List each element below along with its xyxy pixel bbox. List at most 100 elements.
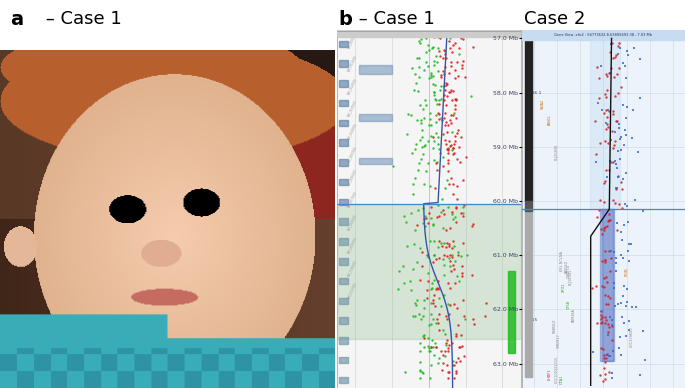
Bar xyxy=(602,209,613,361)
Point xyxy=(446,340,457,346)
Point xyxy=(443,312,454,318)
Point xyxy=(611,255,622,262)
Point xyxy=(425,70,436,76)
Point xyxy=(444,181,455,187)
Point xyxy=(618,175,629,182)
Text: p16.1: p16.1 xyxy=(530,90,543,95)
Point xyxy=(603,167,614,173)
Point xyxy=(603,107,614,114)
Point xyxy=(599,138,610,144)
Bar xyxy=(339,278,348,284)
Point xyxy=(431,320,442,326)
Point xyxy=(453,249,464,255)
Point xyxy=(447,357,458,364)
Point xyxy=(436,243,447,249)
Point xyxy=(435,83,446,89)
Point xyxy=(599,199,610,205)
Point xyxy=(609,93,620,99)
Point xyxy=(414,311,425,317)
Point xyxy=(439,252,450,258)
Point xyxy=(607,322,618,328)
Point xyxy=(466,223,477,229)
Point xyxy=(455,357,466,364)
Text: LOC100322215: LOC100322215 xyxy=(555,355,559,383)
Bar xyxy=(339,218,348,225)
Point xyxy=(427,43,438,50)
Point xyxy=(442,146,453,152)
Point xyxy=(604,324,615,330)
Point xyxy=(446,112,457,118)
Point xyxy=(616,229,627,235)
Point xyxy=(427,134,438,140)
Text: PIGN: PIGN xyxy=(625,267,629,276)
Point xyxy=(432,159,443,165)
Point xyxy=(438,262,449,268)
Point xyxy=(610,129,621,135)
Point xyxy=(437,352,448,359)
Point xyxy=(414,366,425,372)
Point xyxy=(460,154,471,160)
Point xyxy=(622,52,633,58)
Point xyxy=(410,175,421,181)
Point xyxy=(443,375,453,381)
Point xyxy=(434,255,445,262)
Point xyxy=(427,81,438,87)
Point xyxy=(456,65,467,71)
Point xyxy=(436,116,447,123)
Point xyxy=(430,256,441,263)
Point xyxy=(420,97,431,104)
Point xyxy=(453,344,464,350)
Point xyxy=(410,227,421,234)
Point xyxy=(621,75,632,81)
Point xyxy=(427,316,438,322)
Point xyxy=(620,62,631,69)
Point xyxy=(456,253,467,260)
Point xyxy=(448,181,459,187)
Point xyxy=(622,104,633,110)
Point xyxy=(597,107,608,113)
Text: CF5B: CF5B xyxy=(566,300,571,308)
Bar xyxy=(359,66,392,74)
Point xyxy=(616,204,627,211)
Point xyxy=(611,118,622,125)
Point xyxy=(616,83,627,90)
Point xyxy=(415,359,426,365)
Point xyxy=(432,45,443,52)
Point xyxy=(444,88,455,95)
Point xyxy=(606,323,617,329)
Point xyxy=(407,150,418,156)
Point xyxy=(427,337,438,343)
Bar xyxy=(522,30,685,40)
Point xyxy=(451,96,462,102)
Point xyxy=(607,145,618,151)
Point xyxy=(608,55,619,61)
Point xyxy=(443,146,453,152)
Point xyxy=(433,311,444,317)
Point xyxy=(446,97,457,104)
Point xyxy=(427,73,438,79)
Point xyxy=(447,88,458,95)
Point xyxy=(439,185,450,191)
Point xyxy=(447,145,458,151)
Point xyxy=(608,159,619,165)
Point xyxy=(605,255,616,262)
Point xyxy=(446,63,457,69)
Point xyxy=(418,151,429,157)
Point xyxy=(453,127,464,133)
Point xyxy=(420,142,431,148)
Point xyxy=(414,55,425,61)
Point xyxy=(613,301,624,308)
Bar xyxy=(508,272,515,353)
Point xyxy=(586,285,597,291)
Point xyxy=(603,124,614,130)
Point xyxy=(406,286,416,293)
Point xyxy=(601,71,612,77)
Point xyxy=(447,48,458,55)
Point xyxy=(422,138,433,144)
Point xyxy=(429,352,440,359)
Point xyxy=(435,74,446,80)
Point xyxy=(407,313,418,319)
Point xyxy=(632,149,643,155)
Point xyxy=(429,185,440,191)
Point xyxy=(451,205,462,211)
